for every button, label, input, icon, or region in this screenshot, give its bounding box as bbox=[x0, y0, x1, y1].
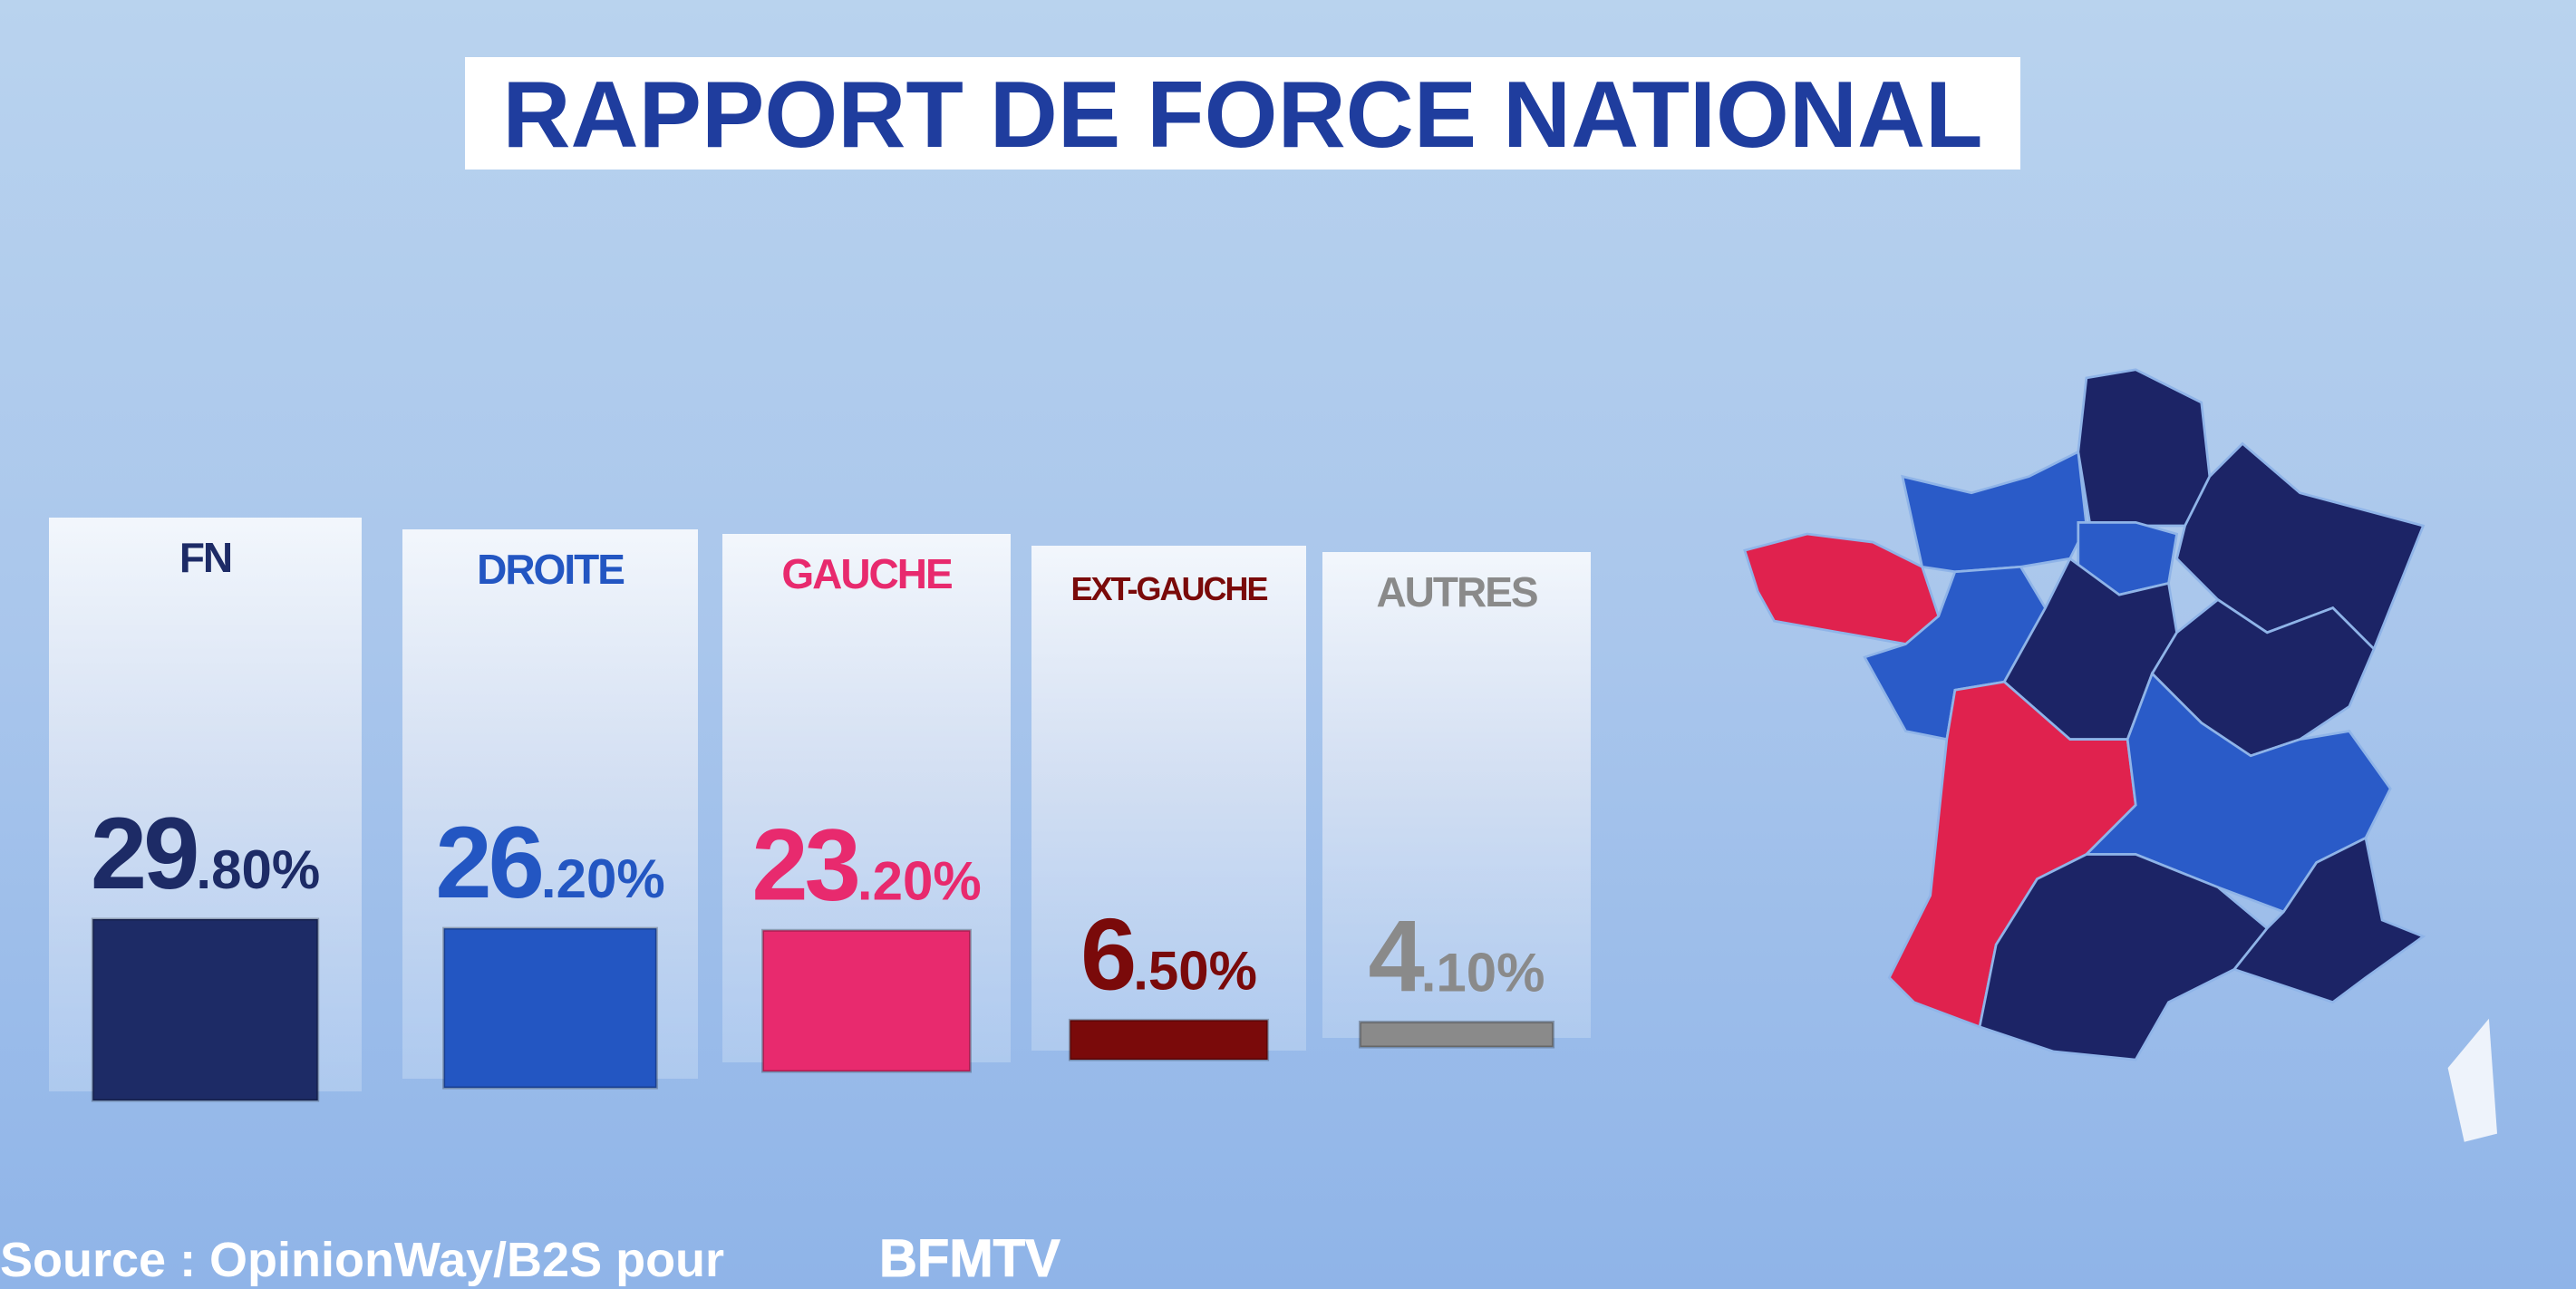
category-label: EXT-GAUCHE bbox=[1070, 570, 1267, 607]
chart-title: RAPPORT DE FORCE NATIONAL bbox=[502, 63, 1982, 168]
map-region bbox=[2447, 1018, 2497, 1142]
card bbox=[1031, 546, 1306, 1051]
category-label: DROITE bbox=[477, 546, 624, 593]
category-label: AUTRES bbox=[1376, 568, 1536, 615]
bar bbox=[1068, 1018, 1270, 1061]
bar bbox=[442, 926, 658, 1090]
category-label: FN bbox=[179, 534, 231, 581]
card bbox=[1322, 552, 1591, 1038]
bar bbox=[1358, 1020, 1555, 1049]
brand: BFMTV bbox=[879, 1229, 1060, 1288]
title-box bbox=[465, 57, 2020, 170]
map bbox=[1743, 368, 2497, 1142]
value-label: 4.10% bbox=[1368, 899, 1545, 1013]
bar bbox=[761, 928, 972, 1073]
value-label: 26.20% bbox=[435, 806, 664, 919]
value-label: 23.20% bbox=[751, 808, 981, 921]
bar bbox=[91, 917, 320, 1102]
value-label: 29.80% bbox=[91, 797, 320, 910]
source: Source : OpinionWay/B2S pour bbox=[0, 1233, 724, 1287]
category-label: GAUCHE bbox=[781, 550, 952, 597]
map-region bbox=[2232, 836, 2426, 1004]
value-label: 6.50% bbox=[1080, 897, 1257, 1011]
